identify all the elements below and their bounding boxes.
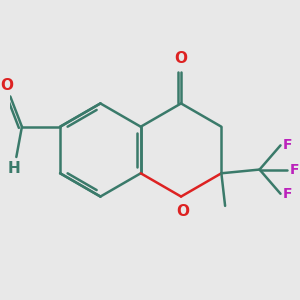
Text: O: O [176, 205, 189, 220]
Text: F: F [283, 187, 292, 201]
Text: O: O [175, 51, 188, 66]
Text: H: H [8, 161, 20, 176]
Text: O: O [0, 78, 13, 93]
Text: F: F [290, 163, 299, 177]
Text: F: F [283, 138, 292, 152]
